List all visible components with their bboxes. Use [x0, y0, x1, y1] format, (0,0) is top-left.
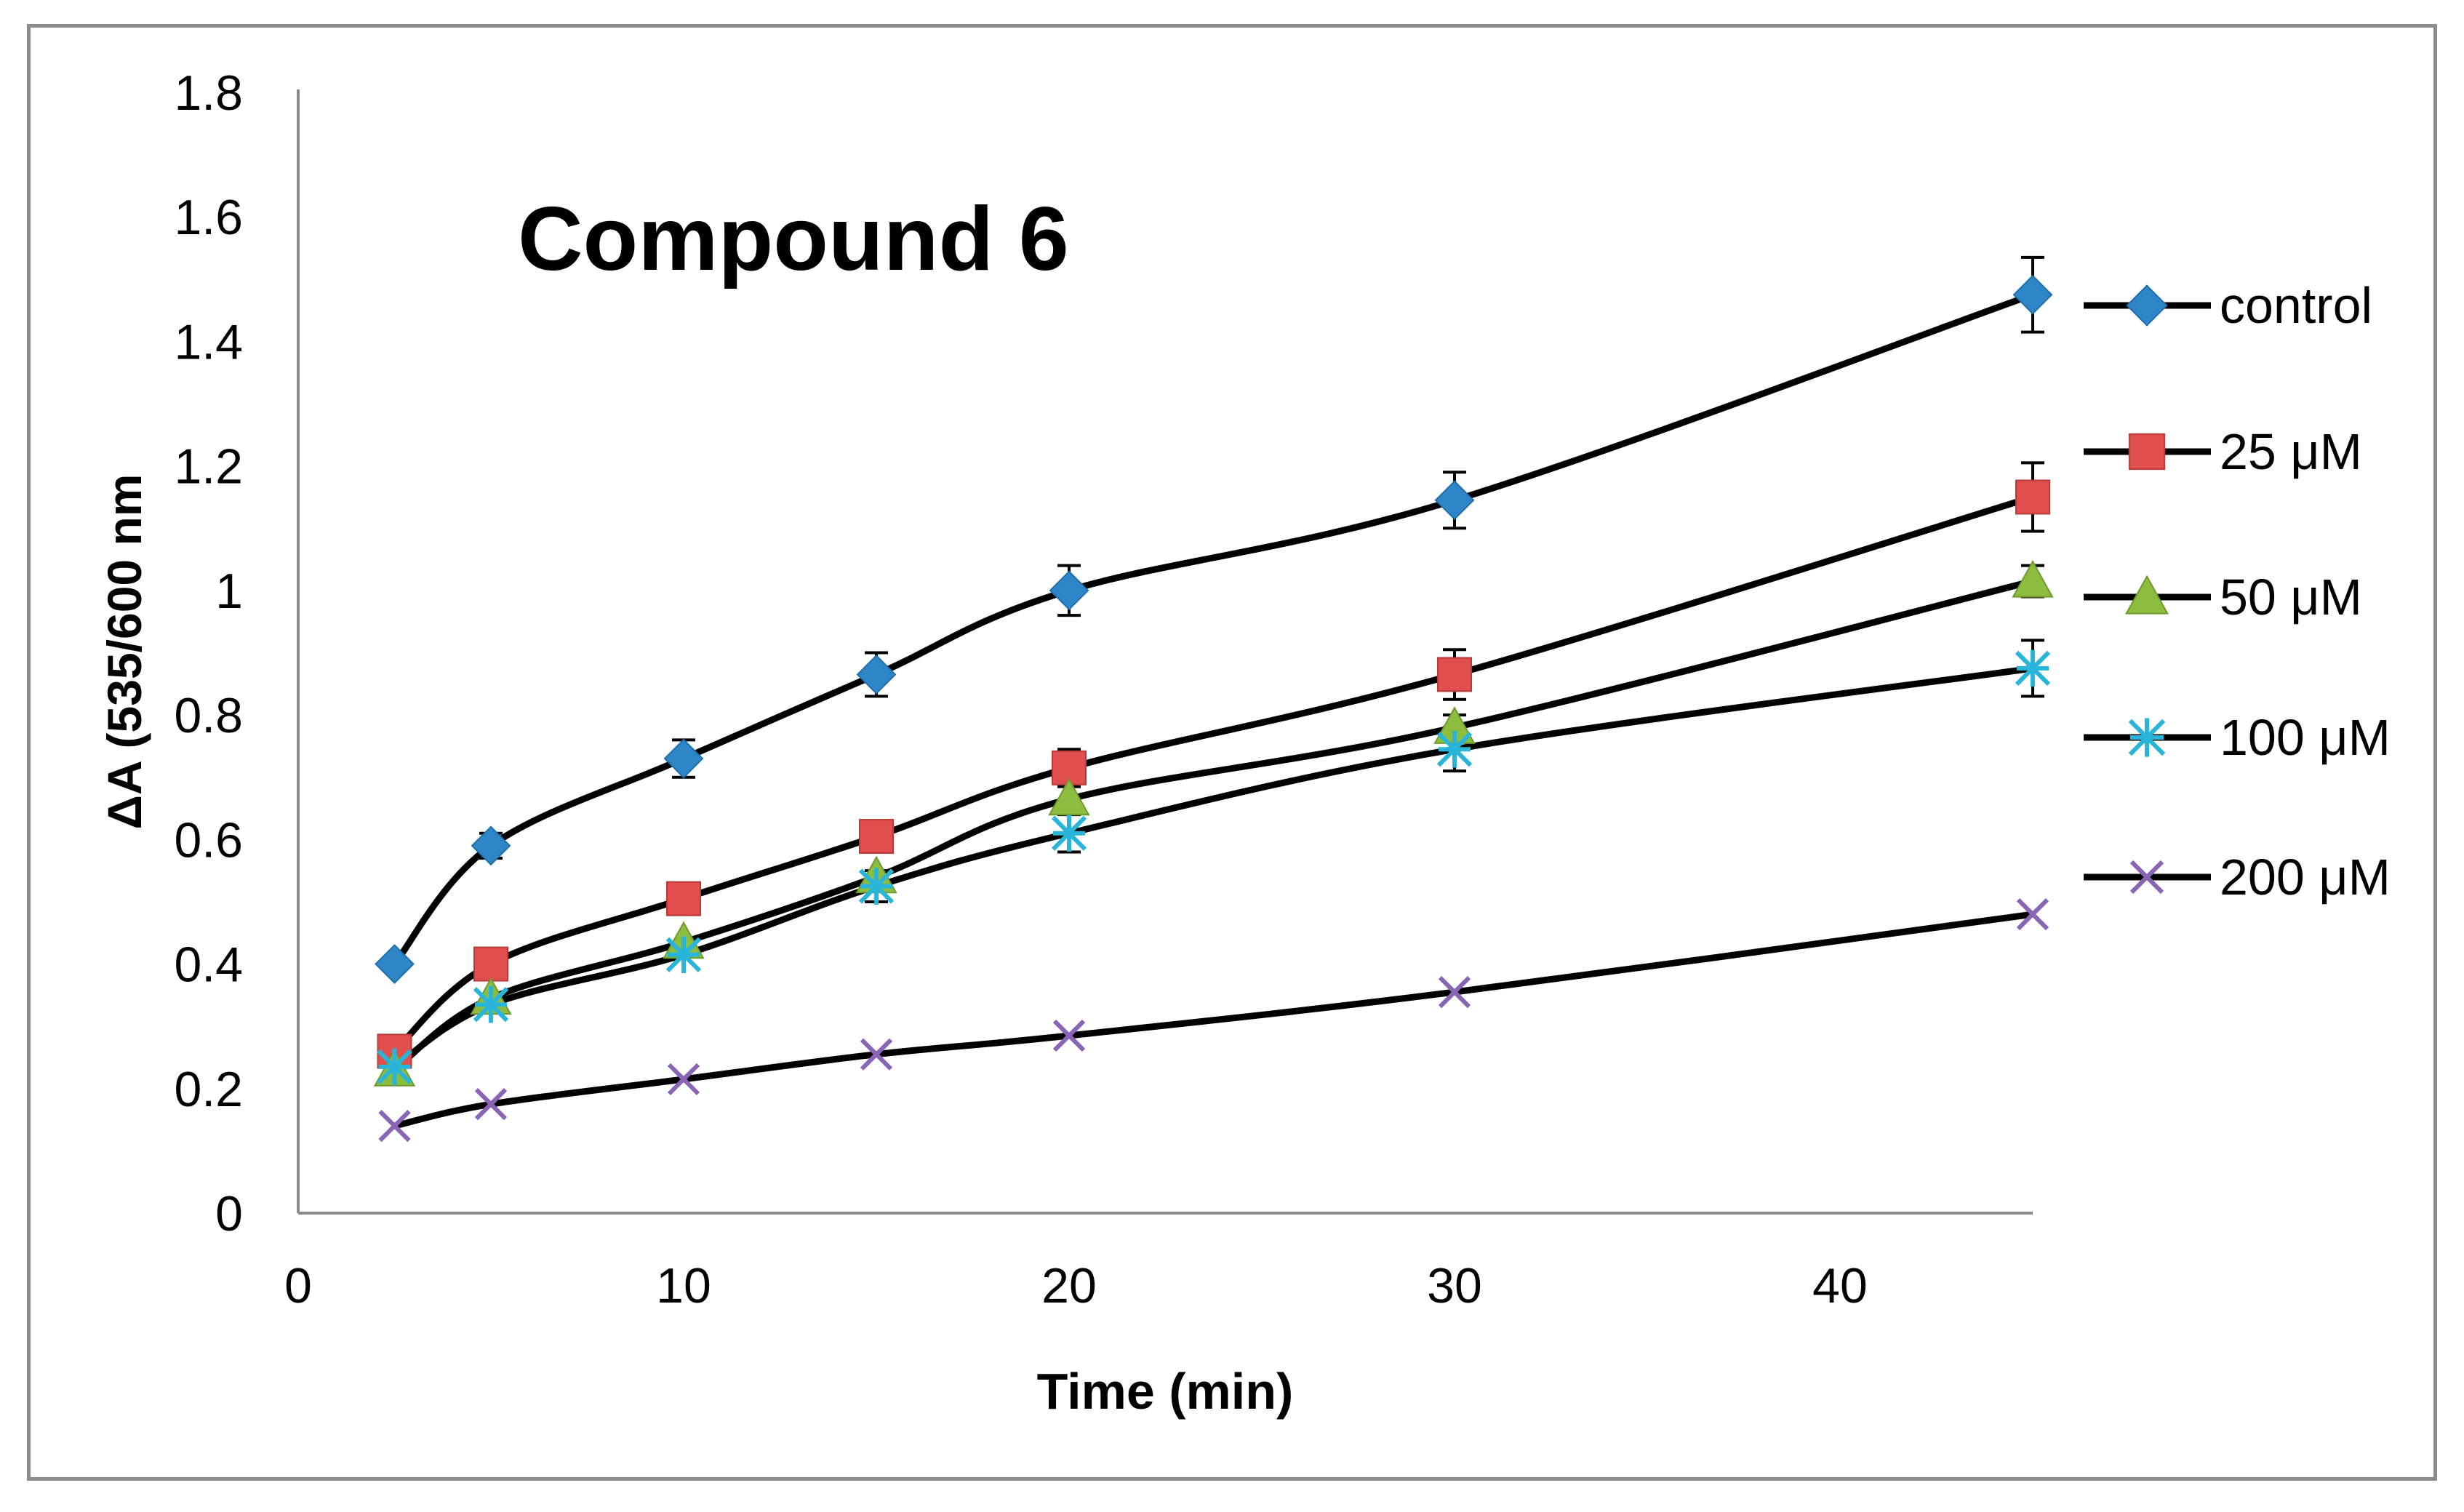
axes: 0 0.2 0.4 0.6 0.8 1 1.2 1.4 1.6 1.8 0 10 20 30 40 — [174, 65, 2033, 1313]
legend-label: 25 μM — [2220, 423, 2362, 480]
legend-marker-1 — [2128, 433, 2166, 471]
data-point-4-2 — [667, 1063, 700, 1096]
series-line-2 — [391, 577, 2036, 1073]
data-point-1-2 — [666, 881, 701, 916]
series-markers — [373, 274, 2054, 1143]
series-line-4 — [391, 911, 2036, 1129]
data-point-3-4 — [1051, 815, 1087, 852]
data-point-4-3 — [860, 1038, 893, 1071]
data-point-0-5 — [1434, 480, 1475, 521]
data-point-3-2 — [665, 936, 702, 974]
data-point-1-5 — [1437, 657, 1472, 692]
legend-item-0: control — [2084, 277, 2372, 334]
data-point-4-0 — [378, 1110, 411, 1143]
x-tick-label: 30 — [1427, 1258, 1482, 1313]
x-tick-label: 20 — [1041, 1258, 1097, 1313]
data-point-0-1 — [471, 825, 511, 866]
legend-label: 100 μM — [2220, 709, 2391, 766]
y-tick-label: 1.8 — [174, 65, 243, 121]
y-tick-label: 1.2 — [174, 439, 243, 495]
data-point-3-5 — [1436, 730, 1473, 768]
y-tick-label: 1 — [215, 564, 243, 619]
data-point-0-0 — [375, 944, 415, 984]
legend-item-3: 100 μM — [2084, 709, 2391, 766]
legend-item-4: 200 μM — [2084, 849, 2391, 905]
data-point-4-1 — [474, 1088, 508, 1121]
data-point-0-6 — [2012, 274, 2053, 315]
data-point-0-2 — [663, 738, 704, 779]
y-tick-label: 0.6 — [174, 812, 243, 868]
legend-marker-0 — [2126, 284, 2168, 327]
legend-item-2: 50 μM — [2084, 569, 2362, 625]
data-point-3-6 — [2015, 649, 2051, 687]
x-tick-label: 10 — [656, 1258, 711, 1313]
legend-item-1: 25 μM — [2084, 423, 2362, 480]
series-line-3 — [391, 665, 2036, 1071]
data-point-4-5 — [1438, 975, 1471, 1009]
y-tick-label: 0 — [215, 1186, 243, 1241]
chart-frame: 0 0.2 0.4 0.6 0.8 1 1.2 1.4 1.6 1.8 0 10 20 30 40 Comp… — [27, 24, 2437, 1481]
y-tick-label: 1.6 — [174, 190, 243, 245]
data-point-3-0 — [377, 1048, 412, 1086]
x-tick-label: 40 — [1812, 1258, 1868, 1313]
legend-marker-2 — [2124, 575, 2169, 615]
y-tick-label: 0.4 — [174, 937, 243, 993]
y-tick-label: 1.4 — [174, 314, 243, 369]
legend: control 25 μM 50 μM 100 μM 200 μM — [2084, 277, 2391, 905]
data-point-1-1 — [473, 946, 508, 982]
x-axis-label: Time (min) — [1037, 1363, 1294, 1420]
y-axis-label: ΔA (535/600 nm — [97, 474, 151, 830]
data-point-1-3 — [859, 819, 894, 855]
series-line-0 — [391, 291, 2036, 968]
x-tick-label: 0 — [284, 1258, 312, 1313]
y-tick-label: 0.8 — [174, 688, 243, 743]
legend-marker-3 — [2128, 718, 2166, 757]
data-point-3-1 — [473, 985, 509, 1023]
legend-label: 50 μM — [2220, 569, 2362, 625]
data-point-0-3 — [856, 655, 897, 695]
legend-marker-4 — [2129, 860, 2164, 895]
data-point-2-4 — [1048, 777, 1090, 816]
data-point-2-6 — [2012, 559, 2054, 598]
data-point-3-3 — [858, 868, 895, 905]
data-point-1-6 — [2015, 479, 2050, 515]
series-lines — [391, 291, 2036, 1129]
chart-title: Compound 6 — [518, 189, 1069, 289]
legend-label: 200 μM — [2220, 849, 2391, 905]
data-point-4-4 — [1052, 1019, 1086, 1052]
series-line-1 — [391, 493, 2036, 1055]
data-point-0-4 — [1049, 570, 1089, 611]
data-point-4-6 — [2016, 897, 2049, 931]
y-tick-label: 0.2 — [174, 1062, 243, 1117]
error-bars — [479, 255, 2044, 903]
legend-label: control — [2220, 277, 2372, 334]
line-chart: 0 0.2 0.4 0.6 0.8 1 1.2 1.4 1.6 1.8 0 10 20 30 40 Comp… — [97, 65, 2391, 1420]
